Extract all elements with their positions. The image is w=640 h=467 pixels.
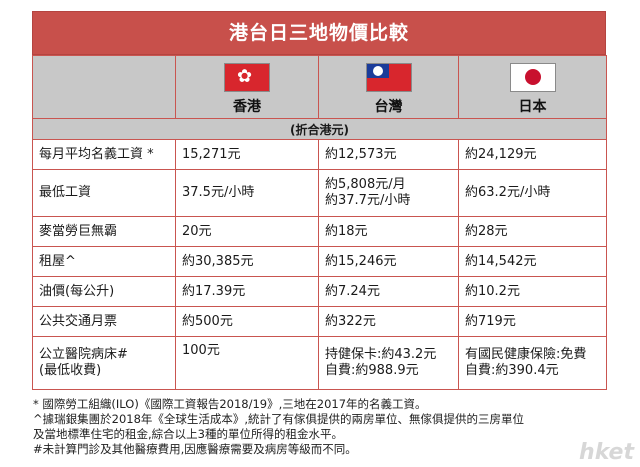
cell-tw: 約15,246元 [318, 246, 459, 277]
cell-tw: 約5,808元/月 約37.7元/小時 [318, 169, 459, 217]
footnote: #未計算門診及其他醫療費用,因應醫療需要及病房等級而不同。 [33, 442, 357, 456]
cell-hk: 15,271元 [175, 139, 319, 170]
currency-note: (折合港元) [32, 118, 607, 140]
country-header-tw: 台灣 [318, 55, 459, 119]
cell-hk: 約17.39元 [175, 276, 319, 307]
country-name: 日本 [518, 98, 547, 115]
table-row: 最低工資 37.5元/小時 約5,808元/月 約37.7元/小時 約63.2元… [32, 169, 607, 217]
watermark-logo: hket [579, 440, 634, 465]
footnote: * 國際勞工組織(ILO)《國際工資報告2018/19》,三地在2017年的名義… [33, 397, 427, 411]
country-header-row: ✿ 香港 台灣 日本 [32, 55, 607, 119]
footnote: ^據瑞銀集團於2018年《全球生活成本》,統計了有傢俱提供的兩房單位、無傢俱提供… [33, 412, 525, 426]
row-label: 每月平均名義工資 * [32, 139, 176, 170]
cell-line: 約5,808元/月 [325, 177, 406, 192]
cell-hk: 20元 [175, 216, 319, 247]
country-header-hk: ✿ 香港 [175, 55, 319, 119]
hong-kong-flag-icon: ✿ [224, 62, 270, 92]
taiwan-flag-icon [365, 62, 412, 92]
cell-hk: 約30,385元 [175, 246, 319, 277]
cell-line: 約37.7元/小時 [325, 193, 411, 208]
cell-tw: 約322元 [318, 306, 459, 337]
cell-jp: 約14,542元 [458, 246, 607, 277]
footnote: 及當地標準住宅的租金,綜合以上3種的單位所得的租金水平。 [33, 427, 343, 441]
cell-jp: 約10.2元 [458, 276, 607, 307]
country-name: 台灣 [374, 98, 403, 115]
header-blank-cell [32, 55, 176, 119]
label-line: 公立醫院病床# [39, 347, 128, 362]
cell-line: 有國民健康保險:免費 [465, 347, 587, 362]
cell-jp: 約719元 [458, 306, 607, 337]
country-name: 香港 [233, 98, 261, 115]
row-label: 油價(每公升) [32, 276, 176, 307]
row-label: 租屋^ [32, 246, 176, 277]
cell-jp: 約24,129元 [458, 139, 607, 170]
row-label: 最低工資 [32, 169, 176, 217]
row-label: 公共交通月票 [32, 306, 176, 337]
table-row: 每月平均名義工資 * 15,271元 約12,573元 約24,129元 [32, 139, 607, 170]
japan-flag-icon [509, 62, 556, 92]
cell-line: 持健保卡:約43.2元 [325, 347, 437, 362]
label-line: (最低收費) [39, 363, 102, 378]
cell-tw: 約7.24元 [318, 276, 459, 307]
cell-tw: 約18元 [318, 216, 459, 247]
cell-jp: 約28元 [458, 216, 607, 247]
cell-tw: 約12,573元 [318, 139, 459, 170]
cell-hk: 37.5元/小時 [175, 169, 319, 217]
country-header-jp: 日本 [458, 55, 607, 119]
cell-line: 自費:約390.4元 [465, 363, 559, 378]
table-title: 港台日三地物價比較 [32, 11, 606, 55]
cell-hk: 約500元 [175, 306, 319, 337]
cell-jp: 有國民健康保險:免費 自費:約390.4元 [458, 336, 607, 390]
currency-subheader-row: (折合港元) [32, 118, 607, 140]
row-label: 麥當勞巨無霸 [32, 216, 176, 247]
cell-hk: 100元 [175, 336, 319, 390]
footnotes: * 國際勞工組織(ILO)《國際工資報告2018/19》,三地在2017年的名義… [33, 397, 623, 457]
cell-jp: 約63.2元/小時 [458, 169, 607, 217]
cell-line: 自費:約988.9元 [325, 363, 419, 378]
table-row: 麥當勞巨無霸 20元 約18元 約28元 [32, 216, 607, 247]
table-row: 油價(每公升) 約17.39元 約7.24元 約10.2元 [32, 276, 607, 307]
price-comparison-table: ✿ 香港 台灣 日本 (折合港元) 每月平均名義工資 * 15,271元 約12… [32, 55, 607, 390]
table-row: 租屋^ 約30,385元 約15,246元 約14,542元 [32, 246, 607, 277]
comparison-table-container: 港台日三地物價比較 ✿ 香港 台灣 日本 (折合港元) 每月平均名義工資 * [32, 11, 607, 390]
row-label: 公立醫院病床# (最低收費) [32, 336, 176, 390]
table-row: 公立醫院病床# (最低收費) 100元 持健保卡:約43.2元 自費:約988.… [32, 336, 607, 390]
cell-tw: 持健保卡:約43.2元 自費:約988.9元 [318, 336, 459, 390]
table-row: 公共交通月票 約500元 約322元 約719元 [32, 306, 607, 337]
